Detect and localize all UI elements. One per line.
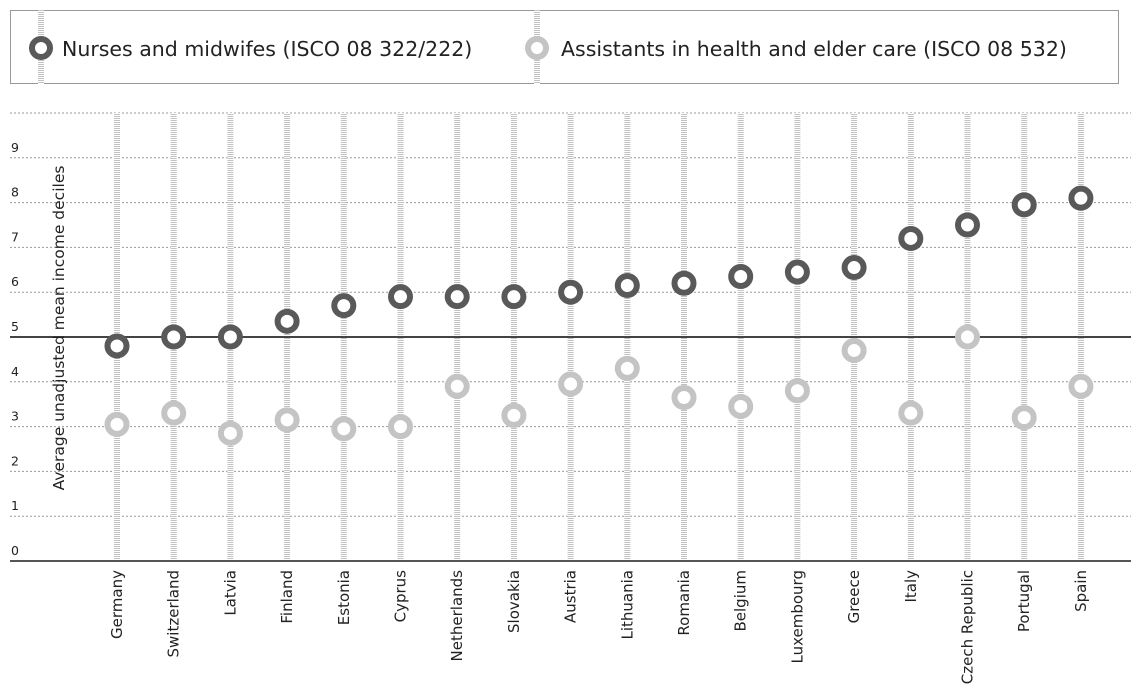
category-label: Greece <box>845 570 863 623</box>
category-label: Estonia <box>335 570 353 625</box>
legend-assistants-marker <box>525 36 549 60</box>
category-label: Germany <box>108 570 126 639</box>
legend-nurses-label: Nurses and midwifes (ISCO 08 322/222) <box>62 37 472 61</box>
assistants-point <box>841 337 867 363</box>
nurses-point <box>274 308 300 334</box>
category-label: Switzerland <box>165 570 183 658</box>
category-label: Netherlands <box>448 570 466 662</box>
nurses-point <box>104 333 130 359</box>
assistants-point <box>104 411 130 437</box>
assistants-point <box>161 400 187 426</box>
assistants-point <box>1011 405 1037 431</box>
assistants-point <box>671 384 697 410</box>
category-label: Italy <box>902 570 920 603</box>
nurses-point <box>331 293 357 319</box>
assistants-point <box>955 324 980 350</box>
category-label: Spain <box>1072 570 1090 612</box>
nurses-point <box>671 270 697 296</box>
assistants-point <box>728 393 754 419</box>
y-tick-label: 8 <box>11 185 19 200</box>
category-label: Czech Republic <box>959 570 977 684</box>
nurses-point <box>728 264 754 290</box>
y-tick-label: 0 <box>11 543 19 558</box>
nurses-point <box>217 324 243 350</box>
legend-box <box>10 10 1119 84</box>
assistants-point <box>784 378 810 404</box>
nurses-point <box>1011 192 1037 218</box>
y-tick-label: 5 <box>11 319 19 334</box>
legend: Nurses and midwifes (ISCO 08 322/222) As… <box>29 10 1067 84</box>
legend-assistants-label: Assistants in health and elder care (ISC… <box>561 37 1067 61</box>
nurses-point <box>388 284 413 310</box>
nurses-point <box>161 324 187 350</box>
nurses-point <box>784 259 810 285</box>
nurses-point <box>841 255 867 281</box>
assistants-point <box>501 402 527 428</box>
category-labels: Germany Switzerland Latvia Finland Estonia Cy… <box>108 570 1090 684</box>
y-tick-label: 2 <box>11 453 19 468</box>
category-label: Belgium <box>732 570 750 632</box>
category-label: Lithuania <box>618 570 636 639</box>
category-label: Romania <box>675 570 693 636</box>
y-tick-label: 9 <box>11 140 19 155</box>
assistants-point <box>388 414 413 440</box>
y-tick-label: 6 <box>11 274 19 289</box>
category-label: Latvia <box>221 570 239 616</box>
nurses-point <box>898 225 924 251</box>
assistants-point <box>558 371 584 397</box>
category-label: Luxembourg <box>788 570 806 664</box>
nurses-point <box>501 284 527 310</box>
nurses-series <box>104 185 1094 359</box>
assistants-point <box>614 355 640 381</box>
assistants-point <box>898 400 924 426</box>
category-label: Finland <box>278 570 296 624</box>
nurses-point <box>1068 185 1094 211</box>
nurses-point <box>614 272 640 298</box>
assistants-point <box>217 420 243 446</box>
assistants-series <box>104 324 1094 446</box>
nurses-point <box>558 279 584 305</box>
nurses-point <box>955 212 980 238</box>
legend-nurses-marker <box>29 36 53 60</box>
assistants-point <box>1068 373 1094 399</box>
assistants-point <box>331 416 357 442</box>
assistants-point <box>274 407 300 433</box>
category-label: Austria <box>562 570 580 623</box>
y-tick-label: 4 <box>11 364 19 379</box>
category-label: Portugal <box>1015 570 1033 632</box>
category-label: Slovakia <box>505 570 523 633</box>
y-tick-label: 3 <box>11 409 19 424</box>
y-tick-labels: 0 1 2 3 4 5 6 7 8 9 <box>11 140 19 558</box>
category-label: Cyprus <box>392 570 410 623</box>
y-tick-label: 7 <box>11 229 19 244</box>
y-tick-label: 1 <box>11 498 19 513</box>
y-axis-label: Average unadjusted mean income deciles <box>50 166 68 491</box>
assistants-point <box>444 373 470 399</box>
nurses-point <box>444 284 470 310</box>
